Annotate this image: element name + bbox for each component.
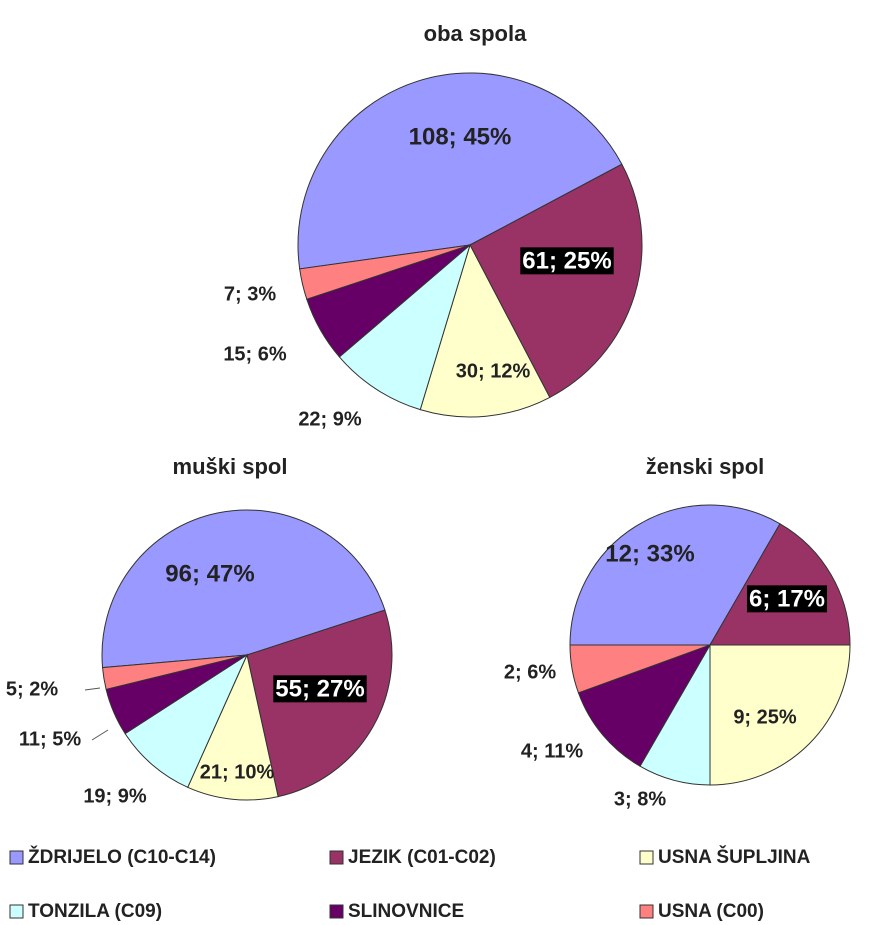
data-label: 15; 6% bbox=[223, 343, 287, 365]
legend-label: TONZILA (C09) bbox=[28, 901, 162, 922]
data-label: 12; 33% bbox=[605, 540, 694, 567]
chart-title: ženski spol bbox=[646, 454, 765, 479]
legend-swatch bbox=[639, 904, 654, 919]
pie-slice bbox=[709, 523, 851, 646]
pie-slice bbox=[569, 644, 711, 694]
data-label: 11; 5% bbox=[19, 728, 81, 750]
legend-swatch bbox=[9, 904, 24, 919]
pie-slice bbox=[101, 509, 386, 669]
legend-swatch bbox=[329, 904, 344, 919]
legend-swatch bbox=[639, 850, 654, 865]
legend-swatch bbox=[329, 850, 344, 865]
pie-slice bbox=[577, 644, 712, 767]
label-background bbox=[273, 675, 367, 703]
label-background bbox=[520, 247, 614, 275]
pie-slice bbox=[297, 72, 623, 270]
legend-label: JEZIK (C01-C02) bbox=[348, 847, 496, 868]
pie-slice bbox=[187, 653, 279, 801]
pie-slice bbox=[709, 644, 851, 786]
data-label: 7; 3% bbox=[224, 283, 276, 305]
data-label: 3; 8% bbox=[614, 788, 666, 810]
data-label: 22; 9% bbox=[298, 408, 362, 430]
pie-slice bbox=[419, 243, 551, 418]
data-label: 19; 9% bbox=[83, 785, 147, 807]
data-label: 4; 11% bbox=[521, 740, 583, 762]
data-label: 30; 12% bbox=[456, 360, 531, 382]
data-label: 108; 45% bbox=[409, 123, 512, 150]
pie-slice bbox=[569, 504, 781, 646]
pies bbox=[101, 72, 851, 801]
chart-title: muški spol bbox=[173, 454, 288, 479]
legend-label: USNA (C00) bbox=[658, 901, 764, 922]
data-label: 6; 17% bbox=[749, 585, 825, 612]
pie-slice bbox=[338, 243, 471, 411]
data-label: 96; 47% bbox=[165, 560, 254, 587]
chart-title: oba spola bbox=[424, 21, 527, 46]
pie-slice bbox=[246, 609, 393, 798]
data-label: 55; 27% bbox=[275, 675, 364, 702]
pie-slice bbox=[102, 654, 248, 690]
labels: oba spola 108; 45% 61; 25% 30; 12% 22; 9% 15;… bbox=[6, 21, 828, 810]
data-label: 9; 25% bbox=[733, 706, 797, 728]
data-label: 61; 25% bbox=[522, 247, 611, 274]
label-background bbox=[746, 585, 828, 613]
pie-slice bbox=[299, 244, 471, 300]
legend-label: SLINOVNICE bbox=[348, 901, 464, 922]
leader-line bbox=[91, 729, 109, 741]
pie-slice bbox=[124, 653, 249, 788]
legend-label: USNA ŠUPLJINA bbox=[658, 846, 811, 868]
leader-line bbox=[84, 687, 101, 691]
data-label: 5; 2% bbox=[6, 678, 58, 700]
legend: ŽDRIJELO (C10-C14) JEZIK (C01-C02) USNA ŠU… bbox=[9, 846, 811, 922]
legend-swatch bbox=[9, 850, 24, 865]
data-label: 21; 10% bbox=[200, 761, 275, 783]
data-label: 2; 6% bbox=[504, 661, 556, 683]
legend-label: ŽDRIJELO (C10-C14) bbox=[28, 846, 216, 868]
pie-slice bbox=[469, 163, 643, 399]
